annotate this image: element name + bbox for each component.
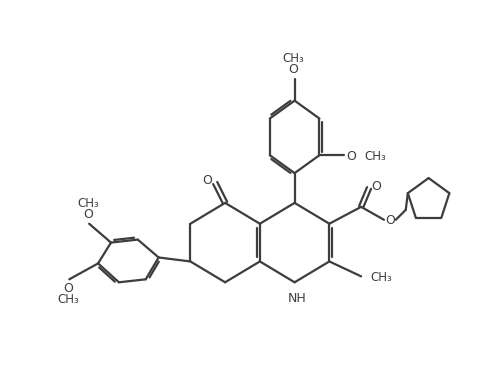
Text: CH₃: CH₃ (370, 271, 392, 284)
Text: NH: NH (288, 292, 307, 305)
Text: O: O (289, 63, 298, 76)
Text: O: O (346, 150, 356, 163)
Text: CH₃: CH₃ (283, 52, 304, 65)
Text: O: O (371, 180, 381, 193)
Text: O: O (385, 214, 395, 227)
Text: CH₃: CH₃ (77, 197, 99, 210)
Text: O: O (202, 174, 212, 187)
Text: O: O (63, 282, 73, 295)
Text: CH₃: CH₃ (364, 150, 386, 163)
Text: CH₃: CH₃ (57, 293, 79, 306)
Text: O: O (83, 208, 93, 221)
